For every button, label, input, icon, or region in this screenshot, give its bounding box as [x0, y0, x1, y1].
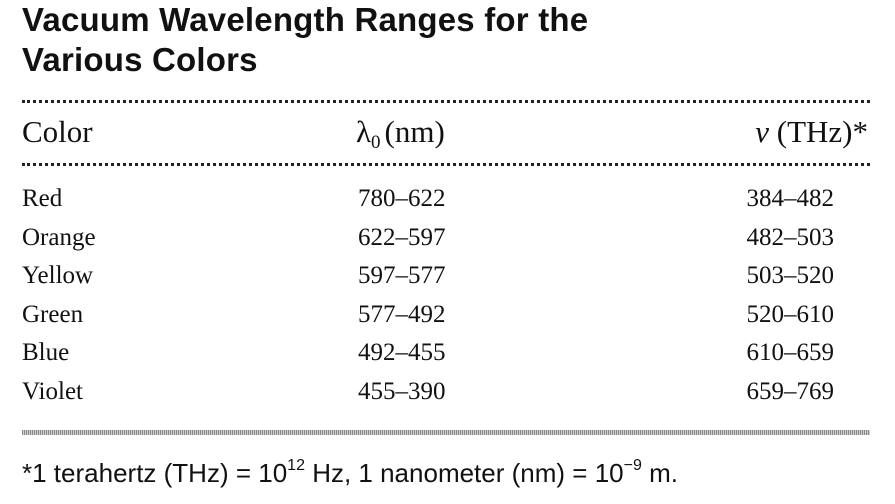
bottom-shaded-rule — [22, 430, 870, 435]
header-dotted-rule — [22, 163, 870, 166]
footnote-marker: * — [22, 458, 33, 488]
lambda-subscript: 0 — [371, 132, 381, 153]
cell-frequency: 520–610 — [746, 300, 835, 328]
cell-wavelength: 622–597 — [358, 223, 446, 251]
cell-color: Orange — [22, 223, 96, 251]
header-frequency: ν (THz)* — [755, 112, 868, 152]
table-title: Vacuum Wavelength Ranges for the Various… — [22, 0, 882, 80]
footnote: *1 terahertz (THz) = 1012 Hz, 1 nanomete… — [22, 446, 678, 493]
footnote-exponent-1: 12 — [287, 457, 305, 474]
table-row: Green 577–492 520–610 — [0, 296, 895, 335]
cell-wavelength: 492–455 — [358, 339, 446, 366]
header-color: Color — [22, 114, 93, 149]
table-row: Violet 455–390 659–769 — [0, 373, 895, 412]
footnote-text-2: Hz, 1 nanometer (nm) = 10 — [304, 458, 624, 488]
cell-color: Violet — [22, 377, 83, 405]
cell-frequency: 503–520 — [746, 262, 835, 289]
cell-color: Yellow — [22, 262, 94, 289]
table-row: Red 780–622 384–482 — [0, 180, 895, 219]
table-row: Orange 622–597 482–503 — [0, 219, 895, 258]
cell-color: Blue — [22, 339, 70, 366]
cell-frequency: 610–659 — [746, 339, 835, 366]
lambda-unit: (nm) — [384, 114, 445, 149]
footnote-text-1: 1 terahertz (THz) = 10 — [32, 458, 288, 488]
cell-color: Green — [22, 300, 84, 328]
table-row: Yellow 597–577 503–520 — [0, 257, 895, 296]
header-wavelength: λ0 (nm) — [356, 112, 445, 163]
cell-wavelength: 597–577 — [358, 262, 446, 289]
nu-symbol: ν — [755, 114, 770, 149]
nu-unit: (THz)* — [776, 114, 868, 149]
cell-frequency: 659–769 — [746, 377, 835, 405]
cell-frequency: 384–482 — [746, 185, 835, 212]
cell-frequency: 482–503 — [746, 223, 835, 251]
top-dotted-rule — [22, 100, 870, 103]
cell-wavelength: 455–390 — [358, 377, 446, 405]
cell-color: Red — [22, 185, 63, 212]
title-line-1: Vacuum Wavelength Ranges for the — [22, 1, 589, 38]
cell-wavelength: 577–492 — [358, 300, 446, 328]
lambda-symbol: λ — [356, 114, 372, 149]
title-line-2: Various Colors — [22, 41, 258, 78]
table-body: Red 780–622 384–482 Orange 622–597 482–5… — [0, 180, 895, 411]
footnote-text-3: m. — [641, 458, 678, 488]
footnote-exponent-2: −9 — [623, 457, 642, 474]
cell-wavelength: 780–622 — [358, 185, 446, 212]
table-row: Blue 492–455 610–659 — [0, 334, 895, 373]
